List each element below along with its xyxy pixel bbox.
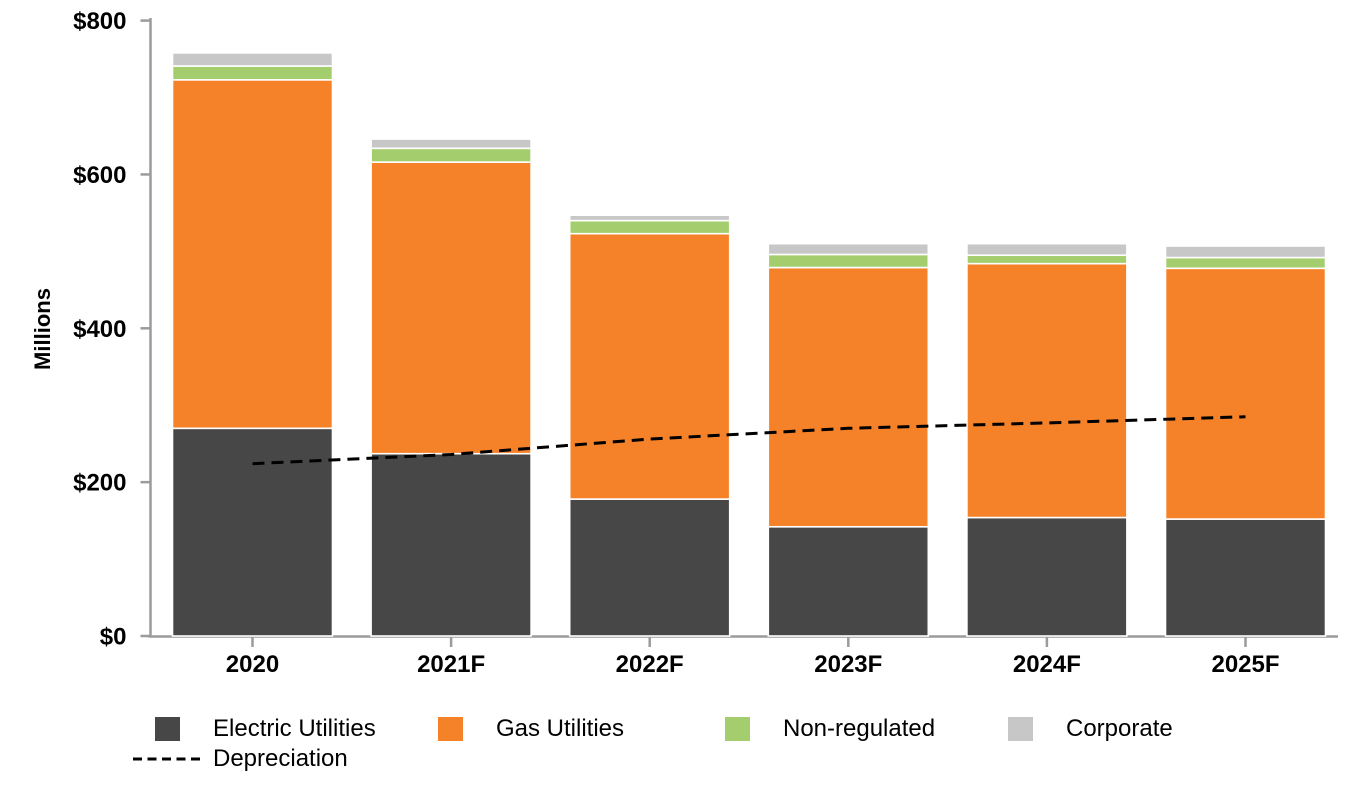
depreciation-dash-icon	[133, 757, 200, 761]
bar-segment	[370, 138, 532, 150]
bar-segment	[966, 516, 1128, 637]
bar-segment	[966, 242, 1128, 257]
x-tick-label: 2025F	[1211, 651, 1279, 678]
bar-segment	[370, 161, 532, 455]
non-regulated-swatch	[725, 717, 750, 741]
bar-segment	[370, 147, 532, 163]
legend-label-non-regulated: Non-regulated	[783, 715, 936, 742]
y-tick-label: $800	[73, 8, 126, 35]
bar-segment	[171, 79, 334, 430]
y-tick-label: $600	[73, 162, 126, 189]
legend-item-corporate: Corporate	[1008, 715, 1173, 742]
bar-segment	[171, 52, 334, 67]
chart-canvas: $0 $200 $400 $600 $800 2020 2021F 2022F 2023F 202…	[73, 8, 1338, 678]
x-tick-label: 2022F	[616, 651, 684, 678]
electric-utilities-swatch	[155, 717, 180, 741]
bar-segment	[767, 266, 930, 528]
x-tick-label: 2023F	[814, 651, 882, 678]
bar-segment	[568, 498, 731, 637]
y-tick-label: $400	[73, 316, 126, 343]
x-tick-label: 2020	[226, 651, 279, 678]
gas-utilities-swatch	[438, 717, 463, 741]
bar-segment	[568, 232, 731, 500]
bar-segment	[568, 214, 731, 222]
legend-label-gas-utilities: Gas Utilities	[496, 715, 625, 742]
y-tick-label: $0	[100, 624, 127, 651]
bar-segment	[568, 219, 731, 235]
bar-segment	[370, 452, 532, 637]
bar-segment	[767, 253, 930, 269]
corporate-swatch	[1008, 717, 1033, 741]
bar-segment	[767, 242, 930, 256]
y-axis-title: Millions	[30, 288, 55, 370]
x-tick-label: 2021F	[417, 651, 485, 678]
legend-item-electric-utilities: Electric Utilities	[155, 715, 376, 742]
x-tick-label: 2024F	[1013, 651, 1081, 678]
bar-segment	[1164, 256, 1327, 270]
bar-segment	[171, 65, 334, 81]
legend-label-corporate: Corporate	[1066, 715, 1173, 742]
legend-label-electric-utilities: Electric Utilities	[213, 715, 376, 742]
bar-segment	[966, 262, 1128, 519]
depreciation-line	[252, 415, 1246, 466]
legend-item-depreciation: Depreciation	[133, 745, 348, 772]
bar-segment	[1164, 245, 1327, 259]
y-tick-label: $200	[73, 470, 126, 497]
bar-segment	[1164, 267, 1327, 520]
bar-segment	[966, 254, 1128, 265]
legend-item-gas-utilities: Gas Utilities	[438, 715, 625, 742]
bar-segment	[767, 525, 930, 637]
legend-label-depreciation: Depreciation	[213, 745, 348, 772]
legend-item-non-regulated: Non-regulated	[725, 715, 936, 742]
bar-segment	[171, 427, 334, 637]
bar-segment	[1164, 518, 1327, 637]
